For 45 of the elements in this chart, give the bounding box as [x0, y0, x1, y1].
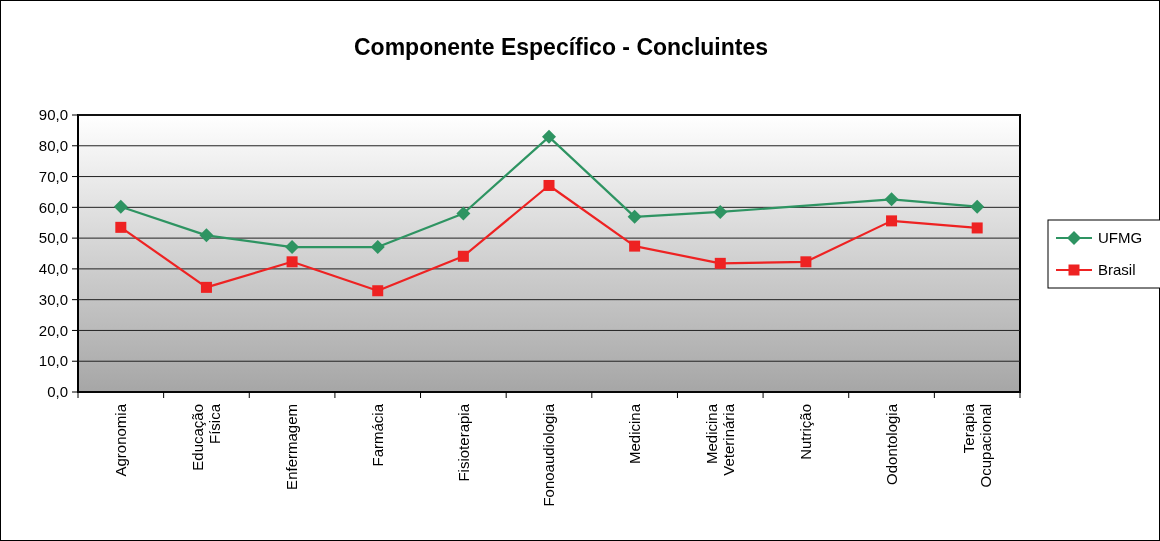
- point: [627, 209, 642, 224]
- point: [884, 192, 899, 207]
- x-tick-label: Educação Física: [189, 403, 224, 471]
- point: [370, 240, 385, 255]
- x-tick-label: Medicina: [625, 403, 643, 465]
- point: [542, 129, 556, 144]
- point: [372, 285, 384, 297]
- legend-label: Brasil: [1098, 261, 1136, 279]
- x-tick-label: Farmácia: [368, 403, 386, 467]
- chart-title: Componente Específico - Concluintes: [353, 34, 769, 60]
- point: [629, 240, 641, 252]
- point: [714, 257, 726, 269]
- point: [457, 250, 469, 262]
- x-tick-label: Fisioterapia: [454, 403, 472, 482]
- point: [456, 206, 471, 221]
- y-tick-label: 0,0: [47, 383, 68, 401]
- x-tick-label: Medicina Veterinária: [703, 403, 738, 476]
- point: [713, 204, 728, 219]
- point: [115, 221, 127, 233]
- point: [286, 256, 298, 268]
- point: [971, 222, 983, 234]
- y-tick-label: 40,0: [38, 260, 68, 278]
- point: [800, 256, 812, 268]
- point: [285, 240, 300, 255]
- y-tick-label: 30,0: [38, 290, 68, 308]
- point: [200, 281, 212, 293]
- x-tick-label: Fonoaudiologia: [540, 403, 558, 507]
- y-tick-label: 60,0: [38, 198, 68, 216]
- x-tick-label: Terapia Ocupacional: [959, 403, 994, 488]
- y-tick-label: 10,0: [38, 352, 68, 370]
- point: [199, 228, 214, 243]
- x-tick-label: Enfermagem: [283, 404, 301, 490]
- y-tick-label: 50,0: [38, 229, 68, 247]
- y-tick-label: 20,0: [38, 321, 68, 339]
- legend-label: UFMG: [1098, 229, 1143, 247]
- point: [113, 199, 128, 214]
- y-tick-label: 90,0: [38, 106, 68, 124]
- y-tick-label: 70,0: [38, 167, 68, 185]
- point: [543, 179, 555, 191]
- point: [970, 199, 985, 214]
- x-tick-label: Odontologia: [882, 403, 900, 485]
- y-tick-label: 80,0: [38, 137, 68, 155]
- x-tick-label: Agronomia: [112, 403, 130, 477]
- point: [886, 215, 898, 227]
- x-tick-label: Nutrição: [797, 404, 815, 460]
